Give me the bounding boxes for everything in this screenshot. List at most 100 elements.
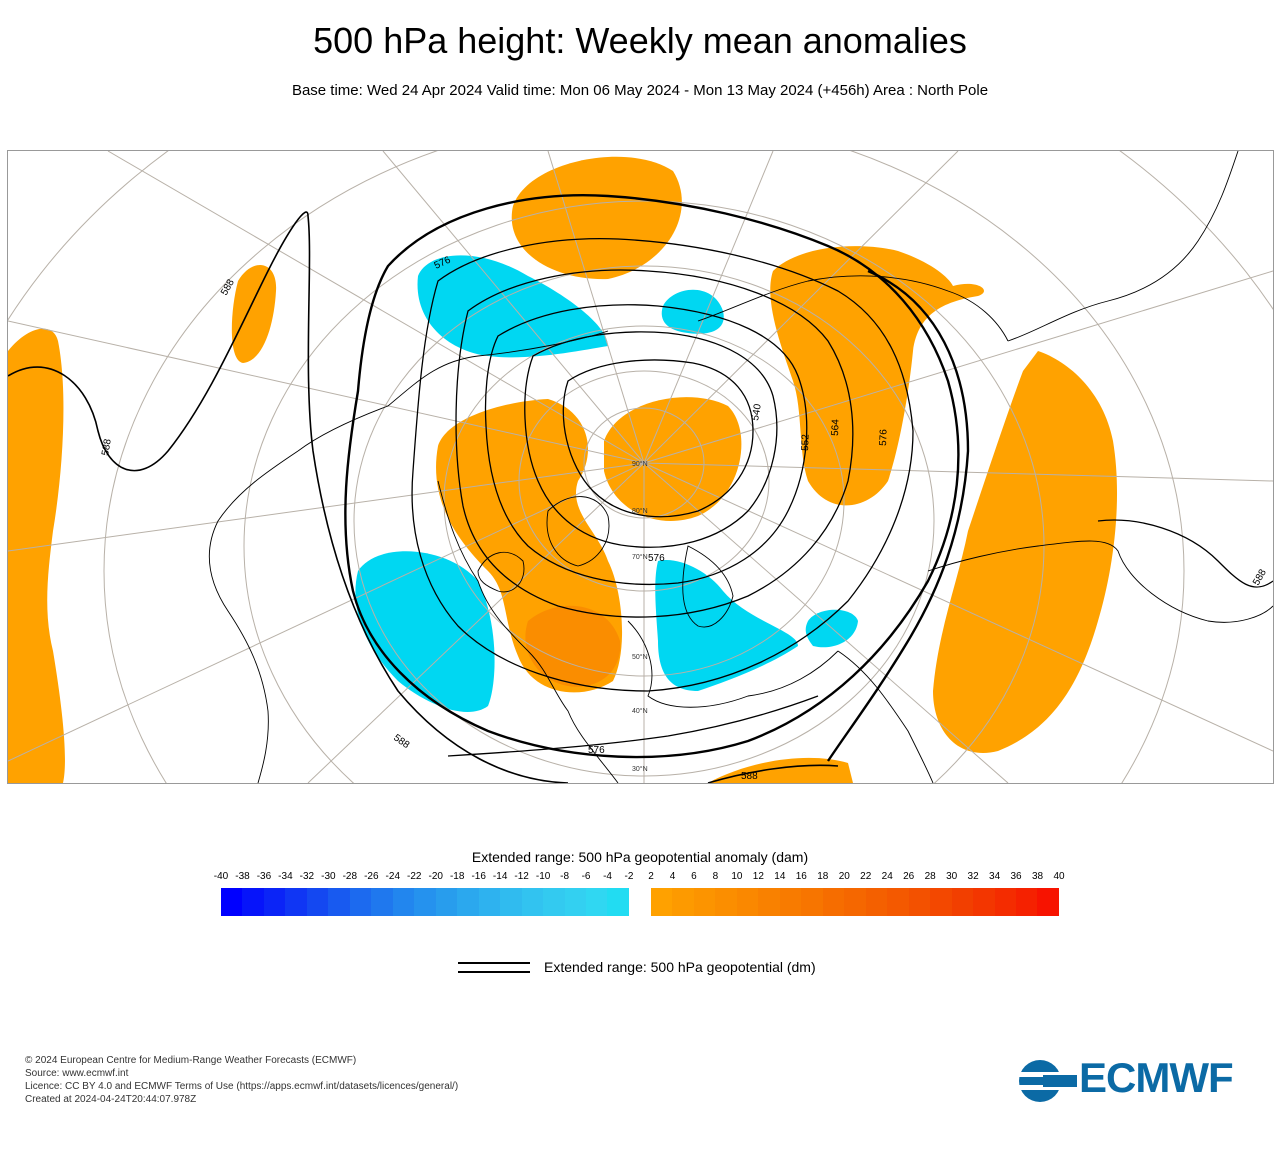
colorbar-tick-label: -40 <box>213 871 229 882</box>
colorbar-tick-label: 36 <box>1010 871 1022 882</box>
colorbar-segment <box>285 888 307 916</box>
footer-created: Created at 2024-04-24T20:44:07.978Z <box>25 1094 197 1105</box>
lat-label-50: 50°N <box>632 653 648 661</box>
contour-label: 588 <box>741 771 758 782</box>
contour-576-outer <box>344 194 960 759</box>
colorbar-segment <box>736 888 759 916</box>
ecmwf-logo-text: ECMWF <box>1079 1054 1234 1101</box>
colorbar-tick-label: 32 <box>967 871 979 882</box>
colorbar-segment <box>371 888 393 916</box>
colorbar-tick-label: -36 <box>256 871 272 882</box>
map-canvas: 576 588 588 576 588 564 576 552 540 588 … <box>8 151 1273 783</box>
colorbar-tick-label: -6 <box>581 871 591 882</box>
colorbar-segment <box>844 888 866 916</box>
contour-540 <box>484 304 808 586</box>
colorbar-tick-label: 12 <box>752 871 764 882</box>
colorbar-tick-label: 38 <box>1031 871 1044 882</box>
colorbar-tick-label: -34 <box>278 871 293 882</box>
colorbar-tick-label: 30 <box>946 871 958 882</box>
colorbar-segment <box>478 888 501 916</box>
colorbar-tick-label: -18 <box>449 871 465 882</box>
lat-label-70: 70°N <box>632 553 648 561</box>
colorbar-segment <box>930 888 952 916</box>
contour-576-bottom <box>447 695 819 757</box>
anomaly-positive-north-pacific <box>511 156 682 280</box>
contour-588-africa <box>1097 519 1273 588</box>
height-contours <box>8 194 1273 783</box>
contour-588-east <box>827 269 970 762</box>
coast-north-america-east <box>437 480 619 783</box>
colorbar-segment <box>263 888 286 916</box>
colorbar-tick-label: 26 <box>903 871 915 882</box>
colorbar-tick-label: 8 <box>712 871 719 882</box>
colorbar-tick-label: 6 <box>691 871 697 882</box>
colorbar-segment <box>392 888 415 916</box>
colorbar-tick-label: -38 <box>235 871 250 882</box>
colorbar-segment <box>693 888 716 916</box>
anomaly-positive-east-africa <box>933 351 1118 753</box>
colorbar-segment <box>221 888 243 916</box>
colorbar-segment <box>1015 888 1038 916</box>
colorbar-tick-label: -2 <box>624 871 634 882</box>
coast-greenland <box>546 496 610 567</box>
colorbar-tick-label: -4 <box>603 871 612 882</box>
colorbar-segment <box>887 888 909 916</box>
footer-licence: Licence: CC BY 4.0 and ECMWF Terms of Us… <box>25 1081 459 1092</box>
colorbar-segment <box>306 888 329 916</box>
contour-label: 576 <box>588 745 605 756</box>
colorbar-tick-label: 22 <box>860 871 872 882</box>
contour-label: 540 <box>750 403 764 422</box>
lat-label-80: 80°N <box>632 507 648 515</box>
coast-asia-north <box>697 275 1009 342</box>
chart-title: 500 hPa height: Weekly mean anomalies <box>313 20 967 61</box>
lat-label-90: 90°N <box>632 460 648 468</box>
contour-588-bottom <box>707 764 839 783</box>
colorbar-tick-label: 24 <box>881 871 893 882</box>
colorbar-tick-label: 16 <box>795 871 807 882</box>
lat-label-30: 30°N <box>632 765 648 773</box>
colorbar-segment <box>779 888 802 916</box>
contour-516 <box>562 359 754 518</box>
contour-588-pacific <box>8 211 569 783</box>
colorbar-tick-label: 40 <box>1053 871 1065 882</box>
colorbar-segment <box>500 888 522 916</box>
colorbar-segment <box>801 888 823 916</box>
colorbar-title: Extended range: 500 hPa geopotential ano… <box>471 849 809 865</box>
coast-north-america-west <box>208 450 299 783</box>
colorbar-tick-label: -30 <box>321 871 336 882</box>
colorbar-segment <box>973 888 995 916</box>
colorbar-tick-label: 20 <box>838 871 850 882</box>
colorbar-tick-label: -14 <box>492 871 508 882</box>
colorbar-segment <box>865 888 888 916</box>
colorbar-tick-label: 2 <box>648 871 654 882</box>
footer: © 2024 European Centre for Medium-Range … <box>25 1054 458 1106</box>
colorbar-tick-label: -22 <box>407 871 422 882</box>
colorbar-segment <box>822 888 845 916</box>
colorbar-segment <box>1037 888 1059 916</box>
contour-labels: 576 588 588 576 588 564 576 552 540 588 … <box>100 255 1269 782</box>
colorbar-tick-label: -20 <box>428 871 443 882</box>
colorbar-segment <box>715 888 737 916</box>
colorbar-tick-label: 18 <box>817 871 829 882</box>
colorbar-segment <box>564 888 586 916</box>
colorbar-segment <box>457 888 479 916</box>
coast-africa-west <box>837 650 934 783</box>
anomaly-negative-north-america <box>355 551 495 712</box>
colorbar-segment <box>651 888 673 916</box>
footer-source: Source: www.ecmwf.int <box>25 1068 129 1079</box>
anomaly-negative-europe <box>655 560 798 691</box>
colorbar-tick-label: 14 <box>774 871 786 882</box>
colorbar-tick-label: -8 <box>560 871 570 882</box>
ecmwf-logo-icon <box>1017 1060 1077 1102</box>
colorbar-segment <box>908 888 931 916</box>
contour-label: 552 <box>800 434 812 451</box>
contour-label: 576 <box>878 429 890 446</box>
positive-anomaly-core <box>525 605 621 687</box>
contour-528 <box>524 331 778 548</box>
colorbar-tick-label: -32 <box>299 871 315 882</box>
ecmwf-logo: ECMWF <box>1017 1054 1259 1104</box>
coast-scandinavia <box>682 545 734 628</box>
colorbar-segment <box>328 888 350 916</box>
colorbar-tick-label: -16 <box>471 871 486 882</box>
colorbar-positive <box>651 888 1059 916</box>
